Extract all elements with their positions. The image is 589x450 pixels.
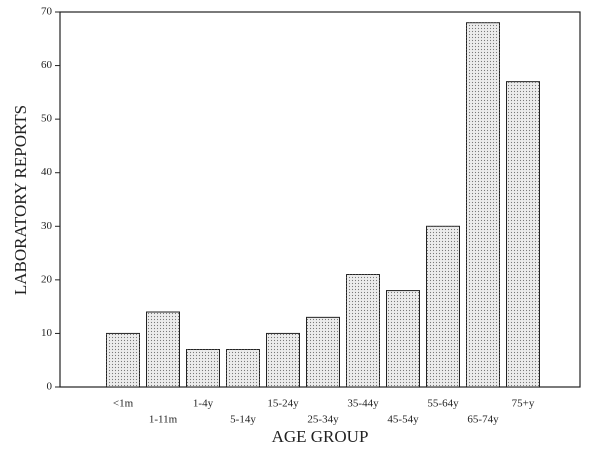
- x-axis-title: AGE GROUP: [272, 427, 369, 446]
- y-tick-label: 20: [41, 273, 53, 285]
- y-tick-label: 70: [41, 6, 53, 18]
- x-tick-label: 55-64y: [427, 398, 459, 410]
- y-tick-label: 30: [41, 220, 53, 232]
- y-tick-label: 0: [47, 381, 53, 393]
- bar-texture: [506, 81, 540, 388]
- bar-texture: [306, 317, 340, 387]
- bar-texture: [386, 290, 420, 387]
- bar-texture: [226, 349, 260, 387]
- x-tick-label: 45-54y: [387, 414, 419, 426]
- x-tick-label: 75+y: [512, 398, 535, 410]
- x-tick-label: 25-34y: [307, 414, 339, 426]
- x-tick-label: <1m: [113, 398, 134, 410]
- y-tick-label: 50: [41, 113, 53, 125]
- x-tick-label: 15-24y: [267, 398, 299, 410]
- y-tick-label: 40: [41, 166, 53, 178]
- bar-texture: [426, 226, 460, 387]
- x-tick-label: 5-14y: [230, 414, 256, 426]
- bar-texture: [346, 274, 380, 387]
- y-tick-label: 60: [41, 59, 53, 71]
- bar-texture: [466, 22, 500, 387]
- y-tick-label: 10: [41, 327, 53, 339]
- x-tick-label: 35-44y: [347, 398, 379, 410]
- x-tick-label: 65-74y: [467, 414, 499, 426]
- bar-texture: [266, 333, 300, 387]
- bar-texture: [186, 349, 220, 387]
- x-tick-label: 1-11m: [149, 414, 178, 426]
- y-axis-title: LABORATORY REPORTS: [11, 105, 30, 295]
- x-tick-label: 1-4y: [193, 398, 214, 410]
- bar-texture: [146, 312, 180, 387]
- bar-texture: [106, 333, 140, 387]
